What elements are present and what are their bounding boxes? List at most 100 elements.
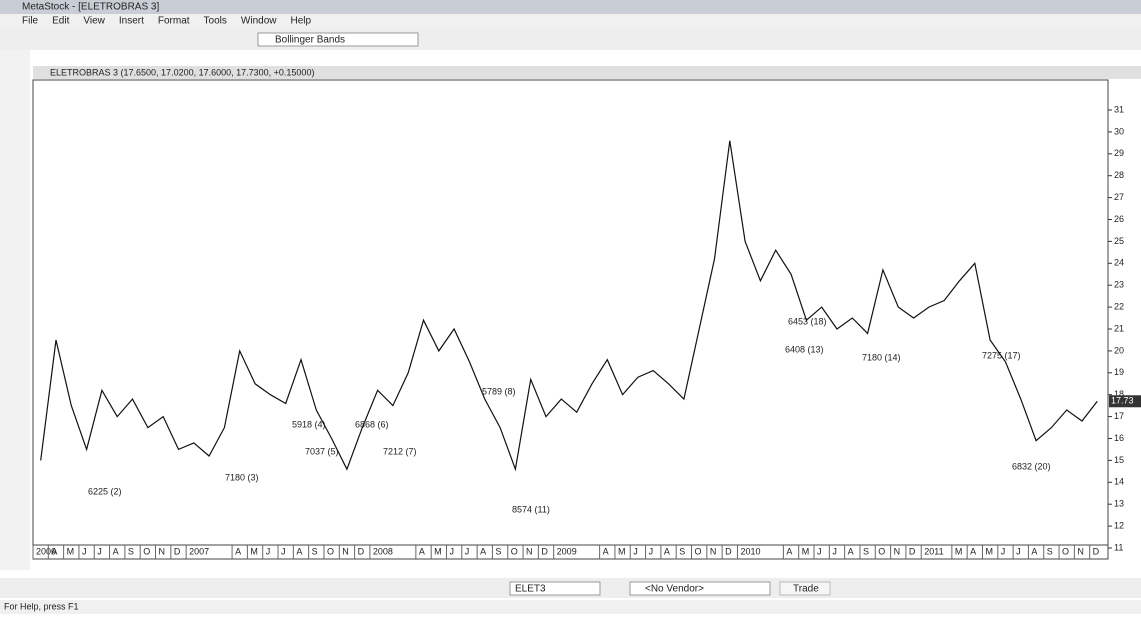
x-tick-label: N: [159, 546, 166, 556]
y-tick-label: 23: [1114, 280, 1124, 290]
annotation: 6408 (13): [785, 344, 824, 354]
x-tick-label: A: [113, 546, 119, 556]
x-tick-label: M: [802, 546, 810, 556]
menu-item[interactable]: File: [22, 16, 39, 27]
x-tick-label: J: [82, 546, 87, 556]
indicator-label: Bollinger Bands: [275, 35, 345, 46]
status-text: For Help, press F1: [4, 601, 79, 611]
x-tick-label: O: [327, 546, 334, 556]
y-tick-label: 18: [1114, 389, 1124, 399]
x-tick-label: A: [480, 546, 486, 556]
x-tick-label: 2006: [36, 546, 56, 556]
x-tick-label: M: [618, 546, 626, 556]
y-tick-label: 14: [1114, 477, 1124, 487]
annotation: 6225 (2): [88, 486, 122, 496]
y-tick-label: 29: [1114, 148, 1124, 158]
x-tick-label: O: [878, 546, 885, 556]
x-tick-label: O: [511, 546, 518, 556]
annotation: 7275 (17): [982, 350, 1021, 360]
x-tick-label: J: [97, 546, 102, 556]
x-tick-label: J: [465, 546, 470, 556]
x-tick-label: A: [51, 546, 57, 556]
x-tick-label: N: [526, 546, 533, 556]
menu-item[interactable]: Format: [158, 16, 190, 27]
x-tick-label: 2011: [924, 546, 943, 556]
x-tick-label: J: [1001, 546, 1006, 556]
x-tick-label: S: [312, 546, 318, 556]
x-tick-label: O: [143, 546, 150, 556]
x-tick-label: S: [863, 546, 869, 556]
y-tick-label: 24: [1114, 258, 1124, 268]
x-tick-label: S: [679, 546, 685, 556]
symbol-box[interactable]: [509, 581, 601, 596]
x-tick-label: N: [1077, 546, 1084, 556]
annotation: 5789 (8): [482, 386, 516, 396]
menu-item[interactable]: Edit: [52, 16, 69, 27]
y-tick-label: 25: [1114, 236, 1124, 246]
x-tick-label: A: [786, 546, 792, 556]
status-bar: [0, 600, 1141, 614]
x-tick-label: A: [970, 546, 976, 556]
indicator-box[interactable]: [257, 32, 419, 47]
trade-button[interactable]: [779, 581, 831, 596]
y-tick-label: 19: [1114, 367, 1124, 377]
annotation: 6832 (20): [1012, 461, 1051, 471]
y-tick-label: 30: [1114, 126, 1124, 136]
x-tick-label: A: [296, 546, 302, 556]
annotation: 8574 (11): [512, 504, 550, 514]
toolbar: [0, 28, 1141, 50]
y-tick-label: 13: [1114, 499, 1124, 509]
annotation: 5918 (4): [292, 419, 326, 429]
x-tick-label: S: [1047, 546, 1053, 556]
x-tick-label: A: [603, 546, 609, 556]
menu-item[interactable]: View: [83, 16, 105, 27]
x-tick-label: J: [649, 546, 654, 556]
last-price-box: [1109, 395, 1141, 408]
annotation: 7180 (3): [225, 472, 259, 482]
chart-header: [33, 66, 1141, 79]
x-tick-label: J: [817, 546, 822, 556]
annotation: 7037 (5): [305, 446, 339, 456]
x-tick-label: D: [725, 546, 732, 556]
menu-item[interactable]: Help: [290, 16, 311, 27]
vendor-label: <No Vendor>: [645, 584, 704, 595]
x-tick-label: O: [695, 546, 702, 556]
x-tick-label: M: [67, 546, 75, 556]
menu-item[interactable]: Tools: [204, 16, 227, 27]
y-tick-label: 26: [1114, 214, 1124, 224]
x-tick-label: D: [358, 546, 365, 556]
x-tick-label: A: [664, 546, 670, 556]
x-tick-label: 2007: [189, 546, 209, 556]
y-tick-label: 22: [1114, 301, 1124, 311]
x-tick-label: D: [541, 546, 548, 556]
annotation: 6453 (18): [788, 316, 827, 326]
x-tick-label: O: [1062, 546, 1069, 556]
x-tick-label: D: [909, 546, 916, 556]
menu-item[interactable]: Insert: [119, 16, 144, 27]
window-title: MetaStock - [ELETROBRAS 3]: [22, 2, 159, 13]
price-line: [40, 140, 1098, 472]
x-tick-label: S: [495, 546, 501, 556]
chart-title: ELETROBRAS 3 (17.6500, 17.0200, 17.6000,…: [50, 67, 314, 77]
x-tick-label: J: [633, 546, 638, 556]
y-tick-label: 15: [1114, 455, 1124, 465]
trade-label: Trade: [793, 584, 819, 595]
menu-item[interactable]: Window: [241, 16, 277, 27]
y-tick-label: 21: [1114, 323, 1124, 333]
x-tick-label: A: [1031, 546, 1037, 556]
x-tick-label: D: [174, 546, 181, 556]
plot-area: [32, 79, 1109, 546]
y-tick-label: 27: [1114, 192, 1124, 202]
x-tick-label: A: [848, 546, 854, 556]
x-tick-label: N: [710, 546, 717, 556]
vendor-box[interactable]: [629, 581, 771, 596]
title-bar: [0, 0, 1141, 14]
x-tick-label: N: [894, 546, 901, 556]
x-tick-label: S: [128, 546, 134, 556]
annotation: 7212 (7): [383, 446, 417, 456]
x-tick-label: J: [1016, 546, 1021, 556]
y-tick-label: 16: [1114, 433, 1124, 443]
annotation: 6868 (6): [355, 419, 389, 429]
x-tick-label: J: [832, 546, 837, 556]
